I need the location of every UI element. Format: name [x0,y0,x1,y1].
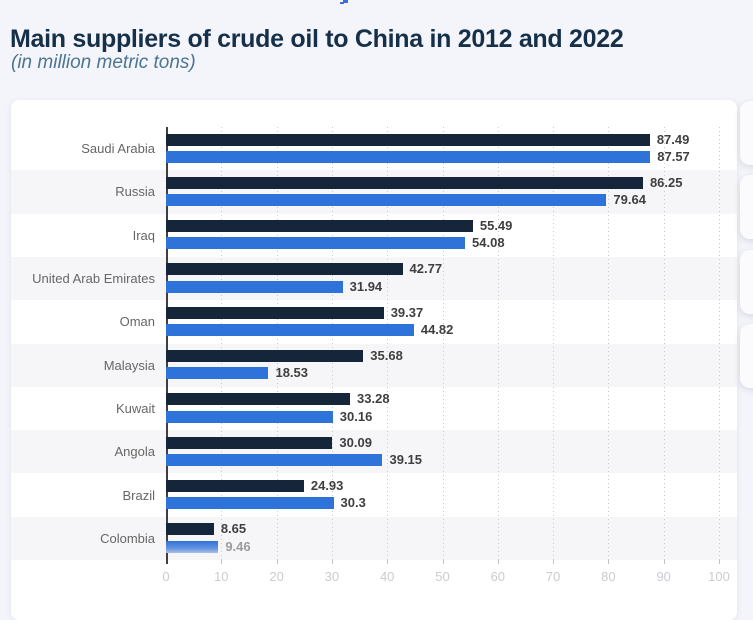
gridline-70 [553,127,555,560]
category-label: Oman [119,314,155,330]
page-title: Main suppliers of crude oil to China in … [10,24,624,53]
grid-layer: 0 10 20 30 40 50 60 70 80 90 100 [11,100,737,620]
side-panel-button-3[interactable] [740,250,753,314]
bar-2012-russia[interactable] [166,176,643,189]
bar-2012-oman[interactable] [166,306,384,319]
bar-2022-united-arab-emirates[interactable] [166,280,343,293]
value-label: 55.49 [479,218,513,234]
bar-2022-colombia[interactable] [166,540,219,553]
bar-2012-angola[interactable] [166,436,333,449]
category-label: Brazil [122,487,155,503]
bar-2022-brazil[interactable] [166,497,334,510]
row-stripe [11,430,737,474]
bar-2022-iraq[interactable] [166,237,466,250]
tick-mark-10 [221,560,223,564]
fragment-shape [343,0,348,3]
value-label: 30.16 [339,408,373,424]
tick-mark-100 [719,560,720,564]
bar-2012-malaysia[interactable] [166,350,364,362]
value-label: 42.77 [409,261,443,277]
category-label: Saudi Arabia [81,141,155,157]
axis-tick-label: 50 [435,569,450,584]
tick-mark-40 [387,560,389,564]
bar-2022-saudi-arabia[interactable] [166,150,651,163]
tick-mark-90 [663,560,665,564]
value-label: 33.28 [357,391,390,407]
cropped-link-fragment [340,0,348,4]
tick-mark-70 [553,560,555,564]
bar-2022-malaysia[interactable] [166,367,269,380]
rows-layer: Saudi Arabia 87.49 87.57 Russia 86.25 79.64 Ir… [11,100,737,620]
gridline-100 [719,127,720,560]
page-subtitle: (in million metric tons) [11,52,196,73]
gridline-20 [276,127,278,560]
row-stripe [11,343,737,387]
bar-2012-united-arab-emirates[interactable] [166,263,403,276]
axis-tick-label: 20 [269,569,284,584]
bar-2022-kuwait[interactable] [166,410,333,423]
value-label: 87.49 [656,131,690,147]
value-label: 24.93 [310,477,344,493]
gridline-90 [663,127,665,560]
value-label: 44.82 [420,322,454,337]
plot-area: 0 10 20 30 40 50 60 70 80 90 100 Saudi Arabia 87.49 8… [11,100,737,620]
row-stripe [11,516,737,560]
value-label: 8.65 [220,521,247,537]
category-label: Malaysia [103,357,155,373]
chart-card: 0 10 20 30 40 50 60 70 80 90 100 Saudi Arabia 87.49 8… [11,100,737,620]
value-label: 30.09 [339,434,372,450]
value-label: 54.08 [472,235,505,251]
axis-tick-label: 100 [708,569,730,584]
axis-tick-label: 60 [490,569,506,584]
bar-2022-angola[interactable] [166,453,383,466]
gridline-40 [387,127,389,560]
value-label: 31.94 [349,278,383,294]
category-label: Colombia [100,530,155,546]
category-label: Iraq [132,227,155,243]
category-label: Kuwait [115,400,155,416]
axis-tick-label: 40 [379,569,395,584]
value-label: 86.25 [649,174,683,190]
side-panel-button-2[interactable] [740,175,753,239]
value-label: 79.64 [613,192,646,208]
bar-2012-colombia[interactable] [166,523,214,536]
bar-2012-brazil[interactable] [166,479,304,492]
y-axis-line [166,127,168,564]
side-panel-button-4[interactable] [740,324,753,388]
axis-tick-label: 10 [214,569,229,584]
value-label: 39.15 [389,451,423,467]
value-label: 87.57 [657,148,690,164]
tick-mark-60 [497,560,499,564]
tick-mark-50 [442,560,444,564]
bar-2022-oman[interactable] [166,324,414,336]
value-label: 39.37 [390,304,424,320]
gridline-50 [442,127,444,560]
value-label: 30.3 [340,495,366,511]
bar-2012-kuwait[interactable] [166,393,351,406]
axis-tick-label: 30 [324,569,340,584]
value-label: 9.46 [225,538,251,554]
axis-tick-label: 90 [656,569,671,584]
axis-tick-label: 70 [545,569,561,584]
bar-2022-russia[interactable] [166,194,607,207]
tick-mark-20 [276,560,278,564]
value-label: 35.68 [370,348,403,363]
gridline-80 [608,127,610,560]
value-label: 18.53 [275,365,309,381]
category-label: Angola [114,444,155,460]
gridline-10 [221,127,223,560]
bar-2012-saudi-arabia[interactable] [166,133,650,146]
tick-mark-80 [608,560,610,564]
fragment-shape [340,2,344,4]
category-label: Russia [115,184,155,200]
axis-tick-label: 0 [162,569,170,584]
category-label: United Arab Emirates [32,271,155,287]
side-panel-button-1[interactable] [740,101,753,165]
bar-2012-iraq[interactable] [166,220,473,233]
gridline-30 [331,127,333,560]
axis-tick-label: 80 [601,569,616,584]
gridline-60 [497,127,499,560]
tick-mark-30 [331,560,333,564]
